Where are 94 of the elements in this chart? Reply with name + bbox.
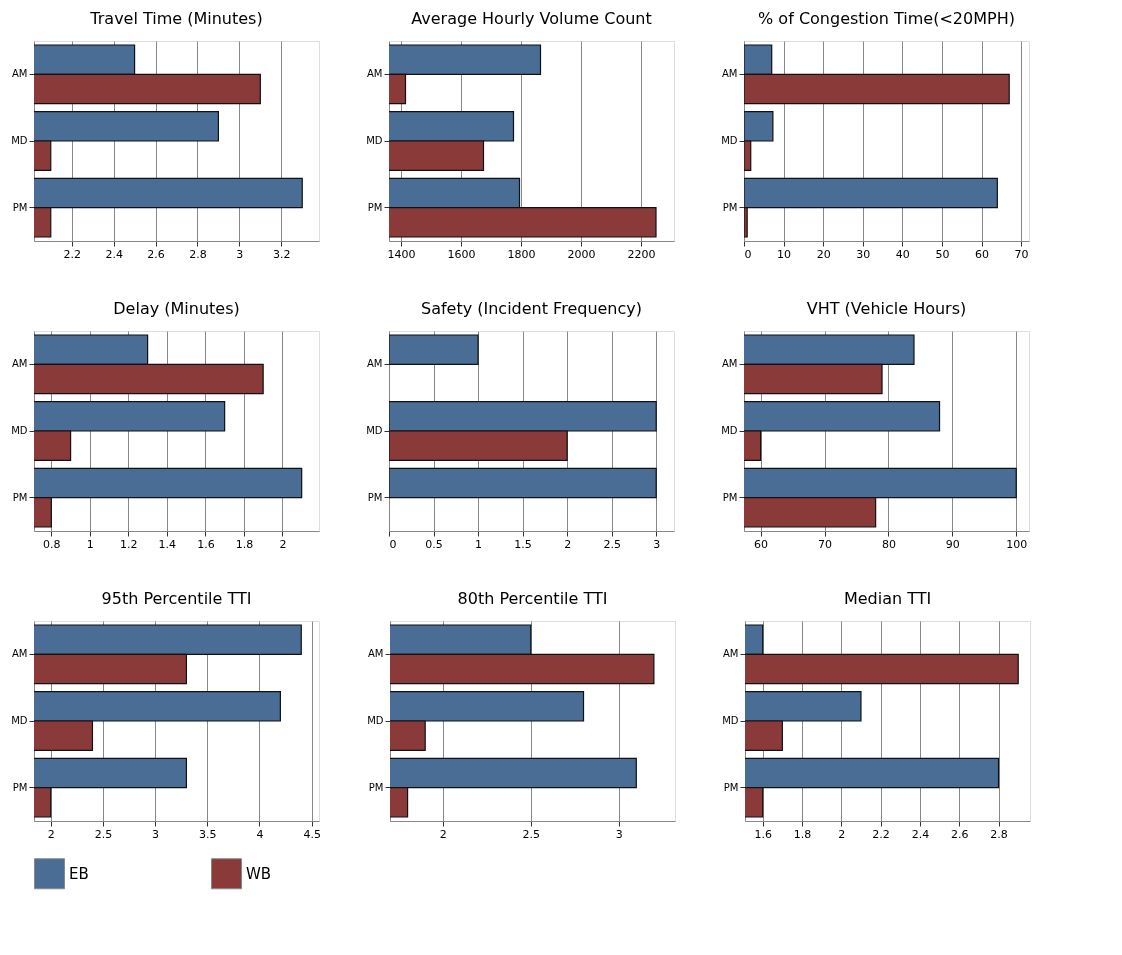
x-tick-label: 1.8 [793, 827, 812, 841]
y-tick-label: MD [366, 135, 383, 146]
y-tick-label: PM [722, 201, 738, 213]
x-tick-label: 1.2 [120, 537, 138, 551]
y-tick-label: AM [368, 648, 384, 660]
x-tick-label: 3.5 [199, 827, 217, 841]
x-tick-label: 3 [152, 827, 160, 841]
x-tick-label: 2.5 [603, 537, 621, 551]
chart-title: VHT (Vehicle Hours) [806, 299, 967, 318]
x-tick-label: 2.8 [189, 247, 207, 261]
x-tick-label: 2.8 [990, 827, 1008, 841]
x-tick-label: 70 [818, 537, 833, 551]
x-tick-label: 2.4 [911, 827, 930, 841]
x-tick-label: 100 [1006, 537, 1028, 551]
x-tick-label: 2200 [627, 247, 656, 261]
x-tick-label: 4.5 [303, 827, 321, 841]
chart-title: 80th Percentile TTI [457, 589, 608, 608]
x-tick-label: 2.4 [105, 247, 123, 261]
x-tick-label: 2 [564, 537, 572, 551]
x-tick-label: 2000 [567, 247, 596, 261]
x-tick-label: 2.6 [950, 827, 969, 841]
y-tick-label: MD [721, 425, 738, 436]
y-tick-label: MD [366, 425, 383, 436]
x-tick-label: 1.6 [754, 827, 772, 841]
x-tick-label: 2.5 [94, 827, 113, 841]
chart-title: % of Congestion Time(<20MPH) [758, 9, 1015, 28]
y-tick-label: AM [367, 68, 383, 80]
y-tick-label: PM [723, 781, 739, 793]
x-tick-label: 80 [881, 537, 896, 551]
chart-title: Travel Time (Minutes) [89, 9, 263, 28]
x-tick-label: 1800 [507, 247, 536, 261]
x-tick-label: 0 [744, 247, 752, 261]
chart-title: Safety (Incident Frequency) [420, 299, 643, 318]
chart-title: Average Hourly Volume Count [411, 9, 652, 28]
chart-title: 95th Percentile TTI [101, 589, 252, 608]
y-tick-label: AM [367, 358, 383, 370]
y-tick-label: MD [367, 715, 384, 726]
x-tick-label: 1400 [387, 247, 416, 261]
chart-title: Median TTI [843, 589, 932, 608]
x-tick-label: 70 [1014, 247, 1029, 261]
x-tick-label: 3 [653, 537, 661, 551]
y-tick-label: AM [12, 68, 28, 80]
x-tick-label: 2 [838, 827, 846, 841]
y-tick-label: PM [367, 491, 383, 503]
x-tick-label: 0.8 [43, 537, 61, 551]
x-tick-label: 30 [856, 247, 871, 261]
x-tick-label: 50 [935, 247, 950, 261]
bar [389, 334, 479, 365]
x-tick-label: 3.2 [273, 247, 291, 261]
y-tick-label: PM [722, 491, 738, 503]
x-tick-label: 1 [475, 537, 483, 551]
y-tick-label: AM [12, 648, 28, 660]
y-tick-label: PM [12, 491, 28, 503]
x-tick-label: 1.5 [514, 537, 532, 551]
y-tick-label: AM [723, 648, 739, 660]
x-tick-label: 2 [47, 827, 55, 841]
y-tick-label: AM [722, 358, 738, 370]
y-tick-label: MD [11, 135, 28, 146]
y-tick-label: PM [12, 201, 28, 213]
x-tick-label: 0 [389, 537, 397, 551]
y-tick-label: PM [367, 201, 383, 213]
x-tick-label: 4 [256, 827, 264, 841]
x-tick-label: 1 [86, 537, 94, 551]
y-tick-label: AM [722, 68, 738, 80]
y-tick-label: PM [12, 781, 28, 793]
x-tick-label: 2.5 [522, 827, 540, 841]
x-tick-label: 2.2 [63, 247, 81, 261]
x-tick-label: 2.6 [147, 247, 165, 261]
x-tick-label: 1.8 [235, 537, 254, 551]
legend-label: WB [246, 864, 272, 883]
x-tick-label: 2.2 [872, 827, 890, 841]
x-tick-label: 3 [236, 247, 244, 261]
x-tick-label: 0.5 [425, 537, 443, 551]
x-tick-label: 40 [895, 247, 910, 261]
x-tick-label: 3 [615, 827, 623, 841]
x-tick-label: 60 [975, 247, 989, 261]
x-tick-label: 1.4 [158, 537, 177, 551]
y-tick-label: PM [368, 781, 384, 793]
x-tick-label: 2 [439, 827, 447, 841]
chart-title: Delay (Minutes) [113, 299, 240, 318]
x-tick-label: 2 [279, 537, 287, 551]
y-tick-label: AM [12, 358, 28, 370]
y-tick-label: MD [11, 715, 28, 726]
bar [389, 467, 657, 499]
y-tick-label: MD [722, 715, 739, 726]
x-tick-label: 10 [777, 247, 792, 261]
y-tick-label: MD [721, 135, 738, 146]
legend-label: EB [69, 864, 89, 883]
x-tick-label: 1600 [447, 247, 476, 261]
x-tick-label: 20 [816, 247, 831, 261]
x-tick-label: 60 [754, 537, 769, 551]
x-tick-label: 90 [945, 537, 960, 551]
x-tick-label: 1.6 [197, 537, 215, 551]
y-tick-label: MD [11, 425, 28, 436]
